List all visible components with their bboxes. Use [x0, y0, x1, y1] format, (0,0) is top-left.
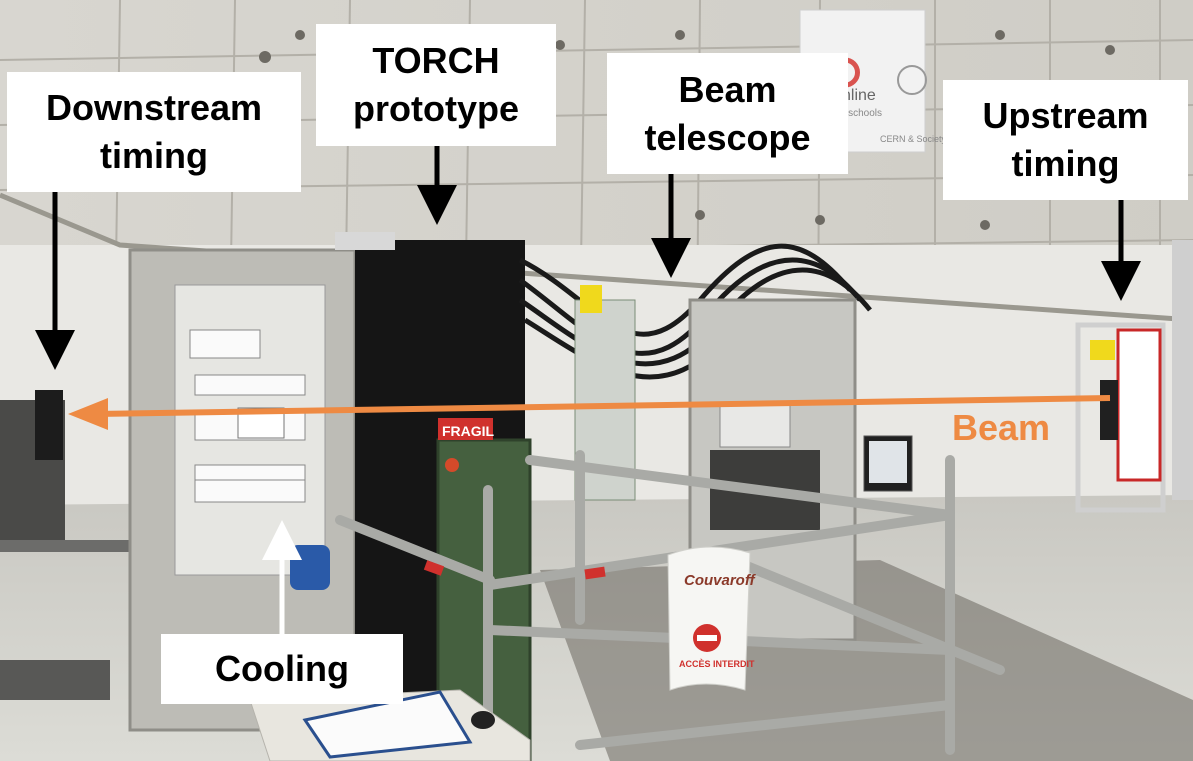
label-upstream-line1: Upstream [982, 95, 1149, 136]
fragile-tag: FRAGIL [442, 423, 495, 439]
label-beam-telescope: Beam telescope [607, 53, 848, 174]
computer-mouse [471, 711, 495, 729]
label-cooling: Cooling [161, 634, 403, 704]
wall-holes [259, 30, 1115, 270]
downstream-detector [35, 390, 63, 460]
label-beam: Beam [952, 407, 1051, 448]
banner-text-3: CERN & Society [880, 134, 947, 144]
cable-tray [0, 192, 1193, 323]
barrier-sign [667, 546, 751, 691]
label-telescope-line2: telescope [644, 116, 811, 158]
banner-text-2: r schools [842, 108, 882, 119]
upstream-frame [1075, 322, 1166, 513]
label-cooling-text: Cooling [215, 648, 349, 689]
label-downstream-timing: Downstream timing [7, 72, 301, 192]
label-upstream-line2: timing [1011, 143, 1120, 184]
label-torch-prototype: TORCH prototype [316, 24, 556, 146]
label-downstream-line2: timing [100, 135, 208, 176]
barrier-warning: ACCÈS INTERDIT [679, 659, 755, 669]
beam-arrowhead [68, 398, 108, 430]
label-torch-line1: TORCH [372, 40, 500, 81]
beam-arrow-line [94, 395, 1111, 417]
upstream-detector [1100, 380, 1118, 440]
cooling-pump [290, 545, 330, 590]
label-upstream-timing: Upstream timing [943, 80, 1188, 200]
label-telescope-line1: Beam [678, 68, 777, 110]
label-torch-line2: prototype [353, 88, 519, 129]
label-downstream-line1: Downstream [45, 87, 263, 128]
banner-text-1: nline [842, 87, 876, 104]
barrier-brand: Couvaroff [684, 572, 757, 589]
